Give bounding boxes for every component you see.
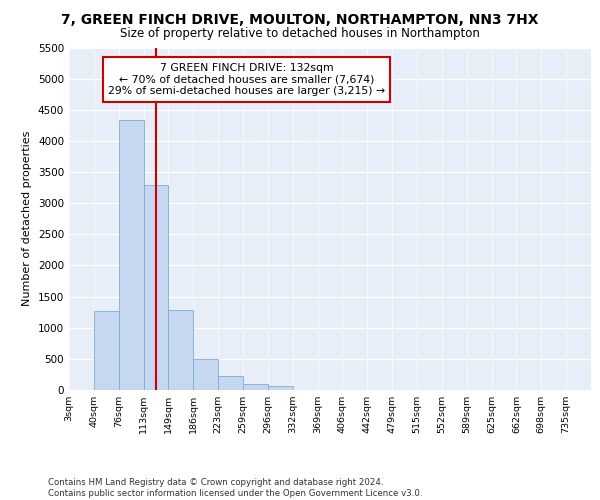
Bar [143, 184, 169, 390]
Bar [268, 386, 293, 390]
Bar [193, 360, 218, 390]
Text: 7, GREEN FINCH DRIVE, MOULTON, NORTHAMPTON, NN3 7HX: 7, GREEN FINCH DRIVE, MOULTON, NORTHAMPT… [61, 12, 539, 26]
Text: 7 GREEN FINCH DRIVE: 132sqm
← 70% of detached houses are smaller (7,674)
29% of : 7 GREEN FINCH DRIVE: 132sqm ← 70% of det… [108, 63, 385, 96]
Y-axis label: Number of detached properties: Number of detached properties [22, 131, 32, 306]
Bar [169, 310, 193, 390]
Bar [119, 120, 143, 390]
Bar [218, 376, 243, 390]
Bar [94, 311, 119, 390]
Text: Contains HM Land Registry data © Crown copyright and database right 2024.
Contai: Contains HM Land Registry data © Crown c… [48, 478, 422, 498]
Bar [243, 384, 268, 390]
Text: Size of property relative to detached houses in Northampton: Size of property relative to detached ho… [120, 28, 480, 40]
